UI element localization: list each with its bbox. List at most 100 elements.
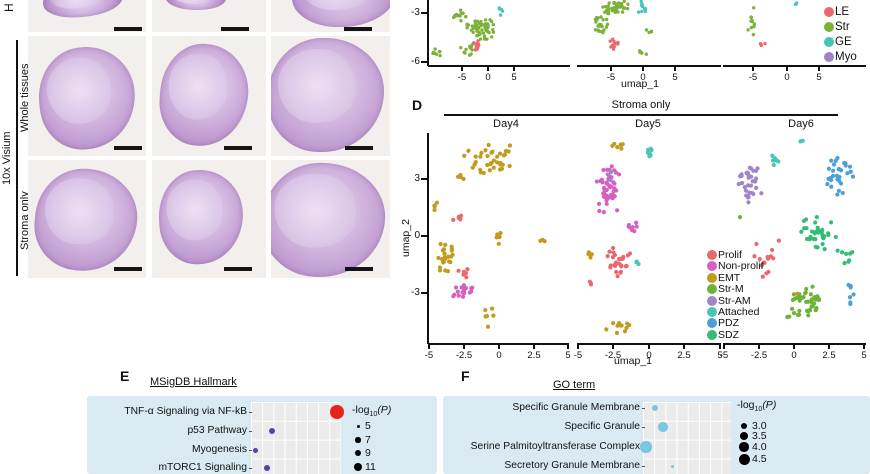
panel-d-point-Non-prolif [596, 201, 602, 206]
panel-f-dot [651, 404, 659, 412]
panel-d-point-EMT [432, 203, 437, 208]
panel-c-x-tick-label: 5 [816, 72, 822, 83]
panel-d-point-PDZ [834, 173, 839, 178]
panel-c-legend-swatch [824, 22, 834, 32]
panel-c-point-Str [484, 28, 488, 32]
panel-c-point-GE [640, 9, 644, 14]
panel-d-point-EMT [619, 146, 624, 151]
panel-c-point-LE [477, 43, 481, 47]
panel-d-point-Prolif [456, 268, 461, 273]
panel-c-point-LE [614, 41, 618, 45]
panel-d-point-EMT [491, 165, 496, 170]
panel-c-x-tick [642, 67, 644, 71]
panel-d-point-Str-M [808, 292, 813, 297]
panel-c-point-Str [597, 22, 602, 27]
panel-d-point-Prolif [461, 272, 466, 277]
panel-d-point-Str-M [795, 295, 801, 300]
panel-d-point-Str-M [790, 297, 795, 303]
panel-c-x-tick-label: 5 [672, 72, 678, 83]
panel-d-point-Str-M [813, 308, 818, 313]
panel-c-point-LE [609, 45, 613, 49]
panel-d-point-Non-prolif [604, 193, 609, 198]
panel-c-point-Str [606, 9, 611, 14]
panel-d-point-Non-prolif [604, 187, 609, 193]
tissue-section [41, 0, 125, 20]
panel-d-y-tick-label: 0 [414, 230, 420, 241]
panel-c-x-tick-label: 0 [640, 72, 646, 83]
panel-c-point-Str [606, 7, 611, 11]
panel-d-point-Str-AM [751, 168, 756, 173]
panel-c-point-GE [640, 3, 644, 7]
panel-c-point-Str [480, 22, 484, 27]
panel-c-point-Str [487, 30, 491, 35]
panel-f-dot [670, 464, 674, 468]
panel-d-point-EMT [485, 162, 490, 168]
panel-d-point-Str-AM [755, 166, 760, 171]
panel-d-point-Non-prolif [615, 208, 620, 213]
panel-c-point-Str [484, 24, 489, 29]
panel-d-legend-swatch [707, 272, 717, 283]
panel-c-point-GE [497, 7, 502, 11]
panel-d-point-Non-prolif [459, 285, 464, 290]
panel-f-row-label: Secretory Granule Membrane [504, 459, 640, 471]
panel-d-x-tick [567, 345, 569, 349]
panel-c-point-Str [750, 18, 754, 23]
panel-d-point-EMT [478, 167, 483, 173]
panel-d-point-Non-prolif [453, 285, 459, 290]
panel-d-point-Attached [647, 154, 652, 159]
panel-c-point-Str [606, 7, 610, 11]
panel-c-point-LE [614, 41, 618, 46]
panel-d-point-PDZ [843, 161, 848, 166]
panel-c-point-Str [464, 47, 468, 52]
panel-d-point-SDZ [813, 229, 818, 235]
panel-d-point-Str-AM [748, 183, 754, 188]
panel-d-point-Prolif [765, 254, 770, 260]
panel-d-x-tick-label: 0 [791, 350, 797, 361]
panel-d-point-Attached [634, 259, 639, 264]
panel-d-point-Str-M [804, 299, 809, 304]
scale-bar [224, 146, 252, 150]
panel-c-point-Str [752, 22, 757, 26]
panel-c-point-Str [625, 6, 630, 11]
panel-c-point-Str [431, 50, 436, 55]
panel-c-point-Str [749, 19, 753, 23]
panel-c-point-Str [479, 23, 483, 28]
panel-d-point-EMT [461, 176, 466, 181]
panel-d-point-Prolif [611, 245, 616, 251]
he-row-label: H [2, 3, 16, 12]
panel-d-x-tick-label: 5 [565, 350, 571, 361]
panel-d-point-SDZ [804, 236, 809, 242]
panel-d-point-SDZ [822, 247, 827, 252]
panel-c-point-Str [601, 18, 605, 22]
panel-d-point-SDZ [828, 220, 834, 225]
panel-c-point-LE [608, 39, 612, 43]
panel-d-point-SDZ [813, 220, 818, 225]
panel-d-point-Str-M [816, 297, 821, 303]
tissue-section-inner [49, 0, 105, 11]
panel-c-point-Str [610, 6, 614, 11]
panel-c-point-Str [750, 19, 754, 24]
panel-d-point-SDZ [847, 251, 853, 256]
panel-c-point-Str [749, 15, 753, 20]
panel-c-x-tick-label: 5 [511, 72, 517, 83]
panel-d-point-Non-prolif [601, 194, 607, 199]
panel-c-x-tick [513, 67, 515, 71]
panel-e-size-legend-dot [356, 424, 360, 428]
panel-d-point-PDZ [837, 174, 842, 180]
panel-d-legend-label: EMT [718, 271, 741, 284]
panel-d-point-EMT [618, 142, 623, 147]
panel-d-facet-day5: Day5 [635, 118, 661, 130]
panel-d-point-EMT [625, 321, 630, 326]
panel-d-y-tick [421, 292, 427, 294]
panel-d-point-Non-prolif [452, 292, 457, 297]
tissue-section-inner [43, 54, 115, 128]
panel-d-point-Prolif [618, 269, 624, 274]
panel-d-point-Str-AM [749, 174, 754, 179]
panel-d-point-SDZ [803, 217, 809, 222]
panel-d-x-tick [683, 345, 685, 349]
panel-d-point-Non-prolif [594, 179, 599, 184]
panel-d-point-EMT [473, 154, 478, 159]
panel-e-size-legend-label: 5 [365, 420, 371, 432]
panel-d-x-tick-label: -2.5 [750, 350, 768, 361]
panel-d-point-Str-AM [739, 173, 744, 178]
